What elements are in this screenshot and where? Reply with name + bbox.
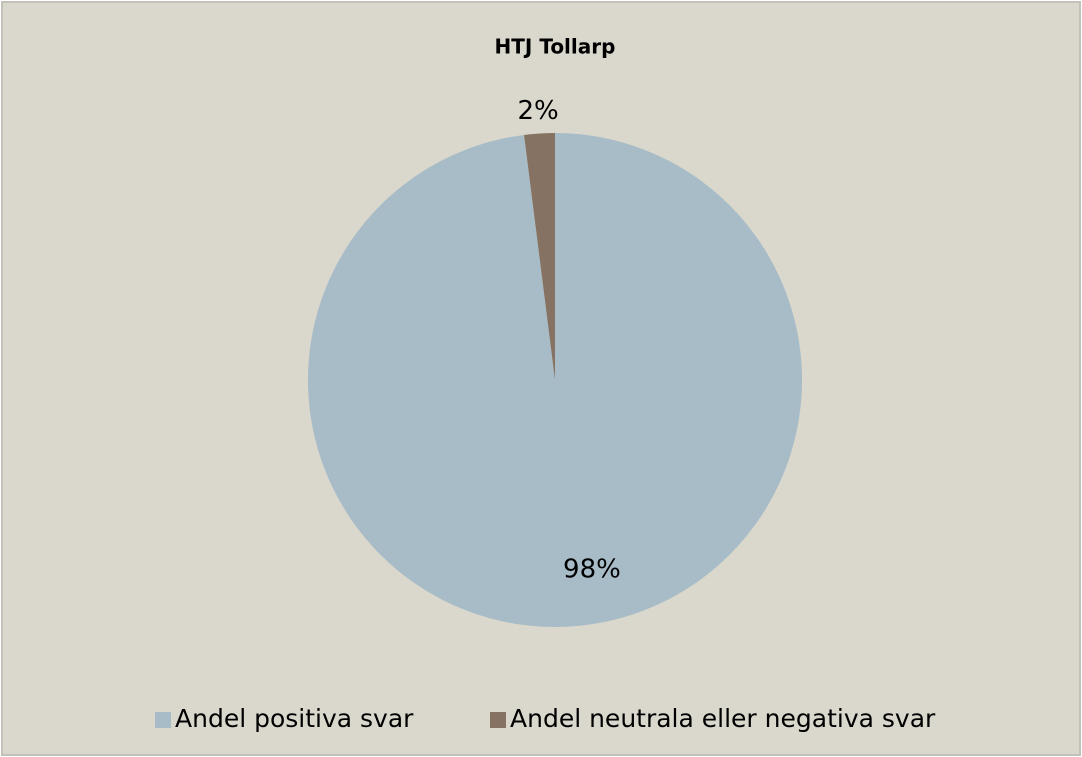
data-label: 98% <box>563 554 621 584</box>
legend-swatch <box>155 712 171 728</box>
chart-title: HTJ Tollarp <box>495 35 616 59</box>
pie-slice <box>524 133 555 380</box>
legend-label: Andel neutrala eller negativa svar <box>510 704 936 733</box>
pie-slice <box>307 133 802 627</box>
data-label: 2% <box>517 96 558 126</box>
legend-swatch <box>490 712 506 728</box>
legend-label: Andel positiva svar <box>175 704 414 733</box>
